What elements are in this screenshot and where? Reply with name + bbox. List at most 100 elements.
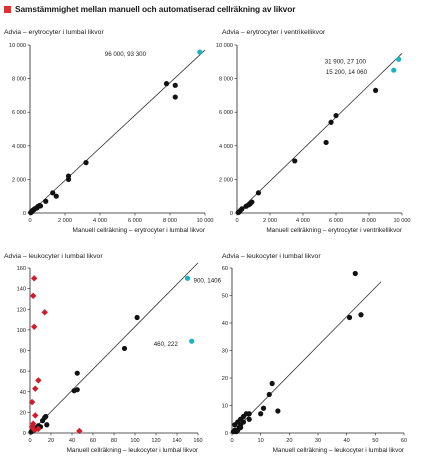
x-tick-label: 40 — [344, 438, 350, 444]
y-tick-label: 20 — [222, 376, 228, 382]
data-point — [352, 270, 358, 277]
data-point — [246, 411, 252, 417]
y-tick-label: 4 000 — [219, 144, 233, 150]
data-point-outlier — [28, 423, 36, 431]
y-tick-label: 6 000 — [12, 110, 26, 116]
data-point — [249, 199, 255, 205]
data-point — [323, 139, 329, 146]
x-tick-label: 8 000 — [163, 218, 177, 224]
y-tick-label: 2 000 — [219, 177, 233, 183]
x-tick-label: 80 — [111, 438, 117, 444]
data-point — [258, 411, 264, 417]
data-point — [74, 387, 80, 393]
x-tick-label: 0 — [28, 438, 31, 444]
x-axis-label: Manuell cellräkning – leukocyter i lumba… — [67, 447, 199, 454]
data-point — [163, 81, 170, 87]
data-point-outlier — [35, 377, 42, 384]
x-tick-label: 20 — [286, 438, 292, 444]
x-tick-label: 40 — [69, 438, 75, 444]
x-tick-label: 4 000 — [93, 218, 107, 224]
data-point — [134, 314, 140, 321]
x-tick-label: 0 — [28, 218, 31, 224]
y-tick-label: 80 — [20, 349, 26, 355]
chart-erytrocyter-lumbal: Advia – erytrocyter i lumbal likvor 0 2 00… — [4, 29, 214, 234]
y-tick-label: 10 — [222, 404, 228, 410]
x-tick-label: 160 — [193, 438, 202, 444]
x-tick-label: 6 000 — [128, 218, 142, 224]
chart-leukocyter-lumbal: Advia – leukocyter i lumbal likvor 0 20 40 6… — [4, 253, 222, 454]
data-point — [246, 416, 252, 422]
y-tick-label: 140 — [17, 287, 26, 293]
y-tick-label: 10 000 — [9, 43, 26, 49]
y-tick-label: 60 — [222, 266, 228, 272]
x-axis-label: Manuell cellräkning – erytrocyter i vent… — [266, 227, 403, 234]
y-tick-label: 0 — [23, 431, 26, 437]
x-axis-label: Manuell cellräkning – erytrocyter i lumb… — [73, 227, 206, 234]
data-point — [328, 119, 334, 125]
x-tick-label: 0 — [235, 218, 238, 224]
y-tick-label: 8 000 — [12, 77, 26, 83]
data-point — [358, 312, 364, 318]
data-point-outlier — [31, 275, 38, 282]
y-tick-label: 100 — [17, 328, 26, 334]
y-tick-label: 0 — [230, 211, 233, 217]
data-point — [255, 190, 262, 196]
y-tick-label: 160 — [17, 266, 26, 272]
chart-title: Advia – leukocyter i lumbal likvor — [4, 253, 103, 260]
data-point-offscale — [184, 275, 191, 281]
x-tick-label: 140 — [172, 438, 181, 444]
x-tick-label: 8 000 — [362, 218, 376, 224]
x-tick-label: 50 — [372, 438, 378, 444]
data-point-outlier — [31, 323, 38, 330]
x-tick-label: 60 — [90, 438, 96, 444]
chart-title: Advia – erytrocyter i lumbal likvor — [4, 29, 104, 36]
x-axis-label: Manuell cellräkning – leukocyter i lumba… — [273, 447, 405, 454]
x-tick-label: 10 — [258, 438, 264, 444]
data-point — [266, 391, 272, 398]
data-point — [37, 203, 44, 209]
y-tick-label: 10 000 — [216, 43, 233, 49]
data-point — [74, 370, 80, 376]
data-point — [43, 413, 49, 420]
chart-title: Advia – leukocyter i lumbal likvor — [222, 253, 321, 260]
y-tick-label: 20 — [20, 410, 26, 416]
chart-erytrocyter-ventrikel: Advia – erytrocyter i ventrikellikvor 0 2 … — [216, 29, 411, 234]
data-point-outlier — [32, 385, 39, 392]
x-tick-label: 10 000 — [196, 218, 213, 224]
data-point — [333, 112, 339, 119]
y-tick-label: 0 — [225, 431, 228, 437]
data-point — [43, 198, 49, 204]
chart-title: Advia – erytrocyter i ventrikellikvor — [222, 29, 326, 36]
x-tick-label: 100 — [130, 438, 139, 444]
data-point-offscale — [197, 49, 203, 55]
figure-header: Samstämmighet mellan manuell och automat… — [4, 3, 295, 15]
data-point — [260, 405, 267, 411]
y-tick-label: 40 — [222, 321, 228, 327]
y-tick-label: 60 — [20, 369, 26, 375]
point-annotation: 900, 1406 — [194, 277, 222, 284]
data-point — [238, 422, 244, 428]
point-annotation: 15 200, 14 060 — [326, 69, 368, 76]
data-point — [269, 380, 275, 387]
data-point-outlier — [29, 420, 37, 427]
data-point — [275, 408, 281, 414]
data-point — [172, 94, 178, 100]
y-tick-label: 40 — [20, 390, 26, 396]
x-tick-label: 30 — [315, 438, 321, 444]
figure-title: Samstämmighet mellan manuell och automat… — [15, 4, 296, 14]
x-tick-label: 20 — [48, 438, 54, 444]
x-tick-label: 10 000 — [393, 218, 410, 224]
data-point — [121, 345, 128, 352]
data-point-outlier — [41, 309, 48, 316]
data-point-offscale — [189, 338, 195, 344]
y-tick-label: 4 000 — [12, 144, 26, 150]
data-point — [44, 422, 50, 428]
regression-line — [29, 262, 199, 434]
header-marker-icon — [4, 5, 11, 13]
data-point — [65, 173, 72, 179]
regression-line — [231, 281, 382, 434]
data-point-outlier — [76, 427, 83, 435]
x-tick-label: 120 — [151, 438, 160, 444]
data-point — [346, 314, 353, 321]
chart-leukocyter-lumbal-zoom: Advia – leukocyter i lumbal likvor 0 10 20 3… — [222, 253, 407, 454]
